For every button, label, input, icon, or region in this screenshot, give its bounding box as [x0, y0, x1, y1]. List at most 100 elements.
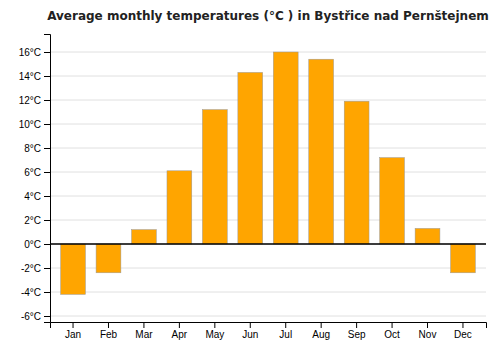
- x-tick: Apr: [172, 322, 188, 340]
- grid-line: [50, 220, 486, 221]
- x-tick: Mar: [135, 322, 153, 340]
- y-tick: 16°C: [19, 47, 50, 58]
- x-tick-mark: [462, 322, 463, 328]
- x-tick: Dec: [454, 322, 472, 340]
- x-tick: Jul: [279, 322, 292, 340]
- y-tick-label: -2°C: [21, 263, 41, 274]
- x-tick-mark: [285, 322, 286, 328]
- y-tick: 0°C: [24, 239, 50, 250]
- plot: -6°C -4°C -2°C 0°C 2°C 4°C 6°C 8°C 10°C 12°C 14°C 1…: [19, 35, 487, 341]
- grid-line: [50, 244, 486, 245]
- grid-line: [50, 100, 486, 101]
- bar: [132, 230, 157, 244]
- y-tick-label: 8°C: [24, 143, 41, 154]
- y-tick-label: 2°C: [24, 215, 41, 226]
- y-tick-label: 10°C: [19, 119, 41, 130]
- bar: [380, 158, 405, 244]
- bar: [273, 52, 298, 244]
- x-tick-mark: [427, 322, 428, 328]
- bar: [96, 244, 121, 273]
- y-tick-mark: [44, 100, 50, 101]
- y-axis: -6°C -4°C -2°C 0°C 2°C 4°C 6°C 8°C 10°C 12°C 14°C 1…: [19, 35, 51, 323]
- y-tick-label: -6°C: [21, 311, 41, 322]
- x-tick-mark: [250, 322, 251, 328]
- title: Average monthly temperatures (°C ) in By…: [47, 9, 489, 23]
- x-axis-line: [51, 323, 487, 329]
- y-tick-label: 0°C: [24, 239, 41, 250]
- x-tick-label: Nov: [419, 329, 437, 340]
- x-tick: Jun: [242, 322, 258, 340]
- x-tick-mark: [73, 322, 74, 328]
- x-tick-label: Jul: [279, 329, 292, 340]
- bar: [61, 244, 86, 294]
- y-tick: 14°C: [19, 71, 50, 82]
- x-tick-label: Jun: [242, 329, 258, 340]
- bar: [238, 72, 263, 244]
- y-tick-mark: [44, 124, 50, 125]
- x-tick-label: Jan: [65, 329, 81, 340]
- x-tick-label: Apr: [172, 329, 188, 340]
- y-tick-mark: [44, 244, 50, 245]
- bar: [202, 110, 227, 244]
- x-axis: Jan Feb Mar Apr May Jun Jul Aug Sep Oct Nov Dec: [51, 322, 487, 340]
- y-tick-mark: [44, 76, 50, 77]
- grid: [50, 52, 486, 316]
- y-tick-mark: [44, 292, 50, 293]
- x-tick-mark: [356, 322, 357, 328]
- bar: [451, 244, 476, 273]
- y-tick: 10°C: [19, 119, 50, 130]
- x-tick-label: Aug: [312, 329, 330, 340]
- y-tick-label: -4°C: [21, 287, 41, 298]
- y-tick-label: 4°C: [24, 191, 41, 202]
- x-tick: Sep: [348, 322, 366, 340]
- x-tick-label: May: [205, 329, 224, 340]
- x-tick-mark: [179, 322, 180, 328]
- x-tick: Nov: [419, 322, 437, 340]
- bar: [344, 101, 369, 244]
- y-tick: 12°C: [19, 95, 50, 106]
- x-tick: Aug: [312, 322, 330, 340]
- x-tick-label: Dec: [454, 329, 472, 340]
- grid-line: [50, 316, 486, 317]
- y-axis-line: [44, 35, 51, 323]
- y-tick-mark: [44, 172, 50, 173]
- x-tick: Feb: [100, 322, 118, 340]
- y-tick-label: 16°C: [19, 47, 41, 58]
- x-tick-mark: [143, 322, 144, 328]
- grid-line: [50, 124, 486, 125]
- y-tick: -4°C: [21, 287, 50, 298]
- y-tick-mark: [44, 148, 50, 149]
- y-tick: 4°C: [24, 191, 50, 202]
- bar: [309, 59, 334, 244]
- x-tick-label: Sep: [348, 329, 366, 340]
- zero-line: [50, 243, 486, 245]
- chart: -6°C -4°C -2°C 0°C 2°C 4°C 6°C 8°C 10°C 12°C 14°C 1…: [0, 0, 500, 350]
- bar: [167, 171, 192, 244]
- y-tick-mark: [44, 196, 50, 197]
- y-tick-mark: [44, 316, 50, 317]
- grid-line: [50, 148, 486, 149]
- x-tick: Jan: [65, 322, 81, 340]
- x-tick: Oct: [384, 322, 400, 340]
- x-tick-label: Oct: [384, 329, 400, 340]
- y-tick: 6°C: [24, 167, 50, 178]
- y-tick: 2°C: [24, 215, 50, 226]
- y-tick-label: 14°C: [19, 71, 41, 82]
- y-tick: -6°C: [21, 311, 50, 322]
- y-tick: -2°C: [21, 263, 50, 274]
- x-tick-mark: [321, 322, 322, 328]
- x-tick: May: [205, 322, 224, 340]
- bar: [415, 228, 440, 244]
- y-tick-mark: [44, 52, 50, 53]
- y-tick-label: 6°C: [24, 167, 41, 178]
- grid-line: [50, 52, 486, 53]
- grid-line: [50, 196, 486, 197]
- bars: [61, 52, 476, 294]
- x-tick-label: Mar: [135, 329, 153, 340]
- grid-line: [50, 292, 486, 293]
- x-tick-mark: [108, 322, 109, 328]
- x-tick-label: Feb: [100, 329, 118, 340]
- x-tick-mark: [214, 322, 215, 328]
- y-tick-mark: [44, 220, 50, 221]
- grid-line: [50, 172, 486, 173]
